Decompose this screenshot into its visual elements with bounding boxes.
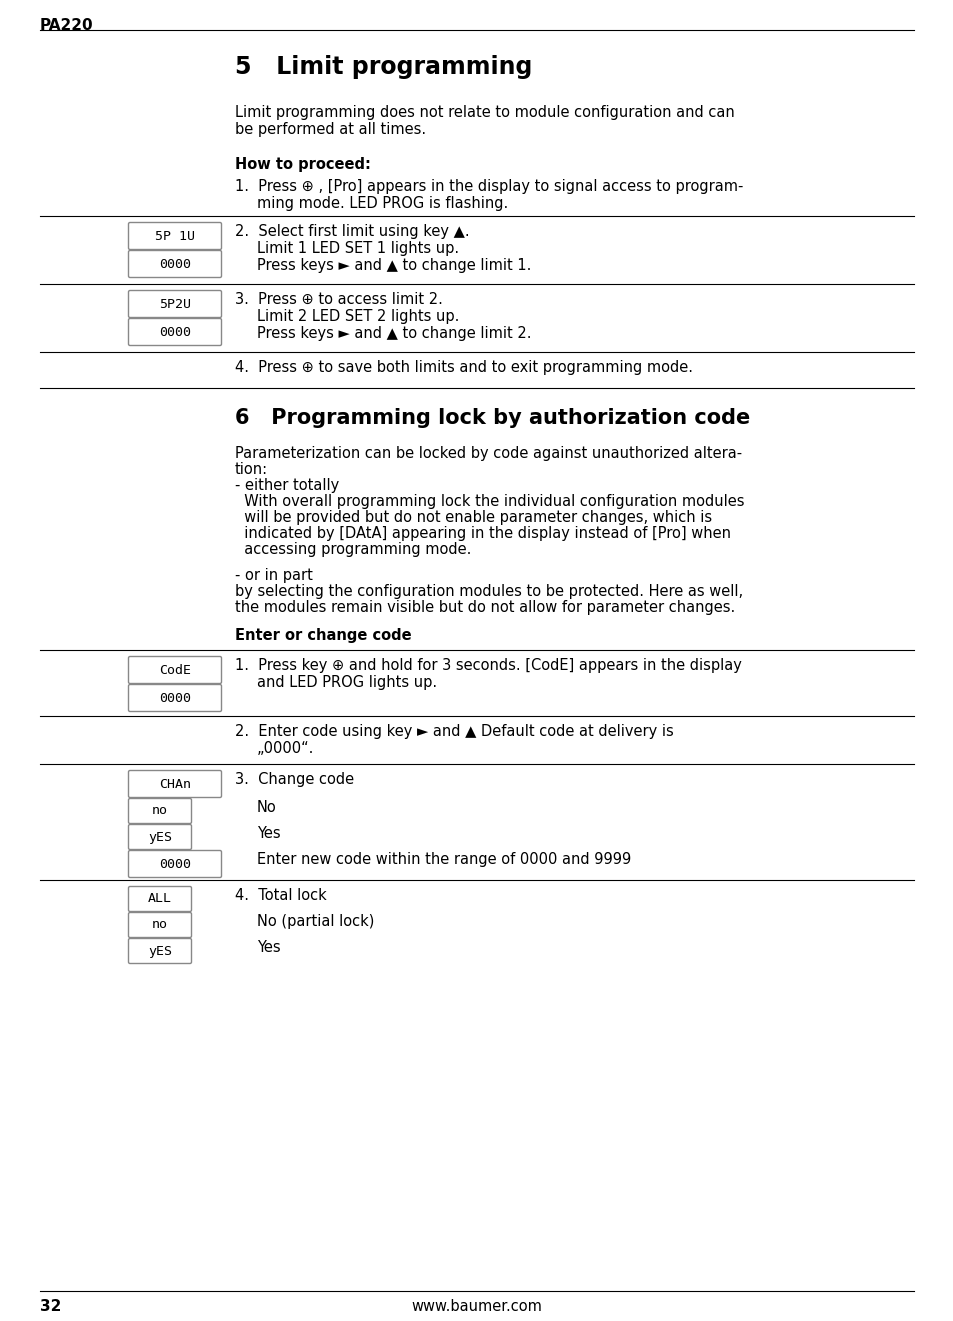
Text: 1.  Press ⊕ , [Pro] appears in the display to signal access to program-: 1. Press ⊕ , [Pro] appears in the displa… [234,180,742,194]
Text: Press keys ► and ▲ to change limit 1.: Press keys ► and ▲ to change limit 1. [256,258,531,273]
Text: 0000: 0000 [159,857,191,871]
Text: - either totally: - either totally [234,478,339,493]
Text: 32: 32 [40,1299,61,1314]
Text: ming mode. LED PROG is flashing.: ming mode. LED PROG is flashing. [256,196,508,211]
Text: CodE: CodE [159,663,191,676]
FancyBboxPatch shape [129,886,192,911]
Text: No (partial lock): No (partial lock) [256,914,374,929]
FancyBboxPatch shape [129,798,192,823]
FancyBboxPatch shape [129,770,221,798]
Text: Limit 1 LED SET 1 lights up.: Limit 1 LED SET 1 lights up. [256,240,458,256]
FancyBboxPatch shape [129,824,192,849]
Text: accessing programming mode.: accessing programming mode. [234,542,471,557]
Text: Enter or change code: Enter or change code [234,627,411,643]
Text: and LED PROG lights up.: and LED PROG lights up. [256,675,436,690]
Text: no: no [152,804,168,818]
Text: yES: yES [148,831,172,844]
Text: ALL: ALL [148,893,172,905]
Text: „0000“.: „0000“. [256,741,314,756]
FancyBboxPatch shape [129,291,221,317]
Text: Limit programming does not relate to module configuration and can: Limit programming does not relate to mod… [234,104,734,120]
Text: Enter new code within the range of 0000 and 9999: Enter new code within the range of 0000 … [256,852,631,867]
Text: With overall programming lock the individual configuration modules: With overall programming lock the indivi… [234,494,743,509]
Text: How to proceed:: How to proceed: [234,157,371,172]
FancyBboxPatch shape [129,938,192,963]
Text: 3.  Change code: 3. Change code [234,771,354,787]
Text: 5P 1U: 5P 1U [154,230,194,243]
Text: Parameterization can be locked by code against unauthorized altera-: Parameterization can be locked by code a… [234,446,741,461]
Text: the modules remain visible but do not allow for parameter changes.: the modules remain visible but do not al… [234,600,735,616]
Text: Yes: Yes [256,941,280,955]
FancyBboxPatch shape [129,318,221,346]
Text: no: no [152,918,168,931]
Text: 6   Programming lock by authorization code: 6 Programming lock by authorization code [234,408,749,428]
Text: 3.  Press ⊕ to access limit 2.: 3. Press ⊕ to access limit 2. [234,292,442,306]
FancyBboxPatch shape [129,913,192,938]
Text: No: No [256,801,276,815]
Text: - or in part: - or in part [234,568,313,583]
Text: PA220: PA220 [40,18,93,33]
Text: 2.  Select first limit using key ▲.: 2. Select first limit using key ▲. [234,225,469,239]
Text: 0000: 0000 [159,325,191,338]
Text: indicated by [DAtA] appearing in the display instead of [Pro] when: indicated by [DAtA] appearing in the dis… [234,526,730,542]
Text: 1.  Press key ⊕ and hold for 3 seconds. [CodE] appears in the display: 1. Press key ⊕ and hold for 3 seconds. [… [234,658,741,672]
Text: yES: yES [148,945,172,958]
Text: 4.  Press ⊕ to save both limits and to exit programming mode.: 4. Press ⊕ to save both limits and to ex… [234,361,692,375]
FancyBboxPatch shape [129,222,221,250]
Text: www.baumer.com: www.baumer.com [411,1299,542,1314]
Text: by selecting the configuration modules to be protected. Here as well,: by selecting the configuration modules t… [234,584,742,598]
FancyBboxPatch shape [129,684,221,712]
Text: 5P2U: 5P2U [159,297,191,310]
FancyBboxPatch shape [129,251,221,277]
Text: 0000: 0000 [159,691,191,704]
Text: Yes: Yes [256,826,280,841]
FancyBboxPatch shape [129,851,221,877]
Text: 5   Limit programming: 5 Limit programming [234,55,532,79]
Text: Press keys ► and ▲ to change limit 2.: Press keys ► and ▲ to change limit 2. [256,326,531,341]
Text: 4.  Total lock: 4. Total lock [234,888,327,904]
Text: tion:: tion: [234,462,268,477]
Text: CHAn: CHAn [159,778,191,790]
Text: 2.  Enter code using key ► and ▲ Default code at delivery is: 2. Enter code using key ► and ▲ Default … [234,724,673,738]
Text: Limit 2 LED SET 2 lights up.: Limit 2 LED SET 2 lights up. [256,309,459,324]
Text: 0000: 0000 [159,258,191,271]
FancyBboxPatch shape [129,657,221,683]
Text: will be provided but do not enable parameter changes, which is: will be provided but do not enable param… [234,510,711,524]
Text: be performed at all times.: be performed at all times. [234,122,426,137]
